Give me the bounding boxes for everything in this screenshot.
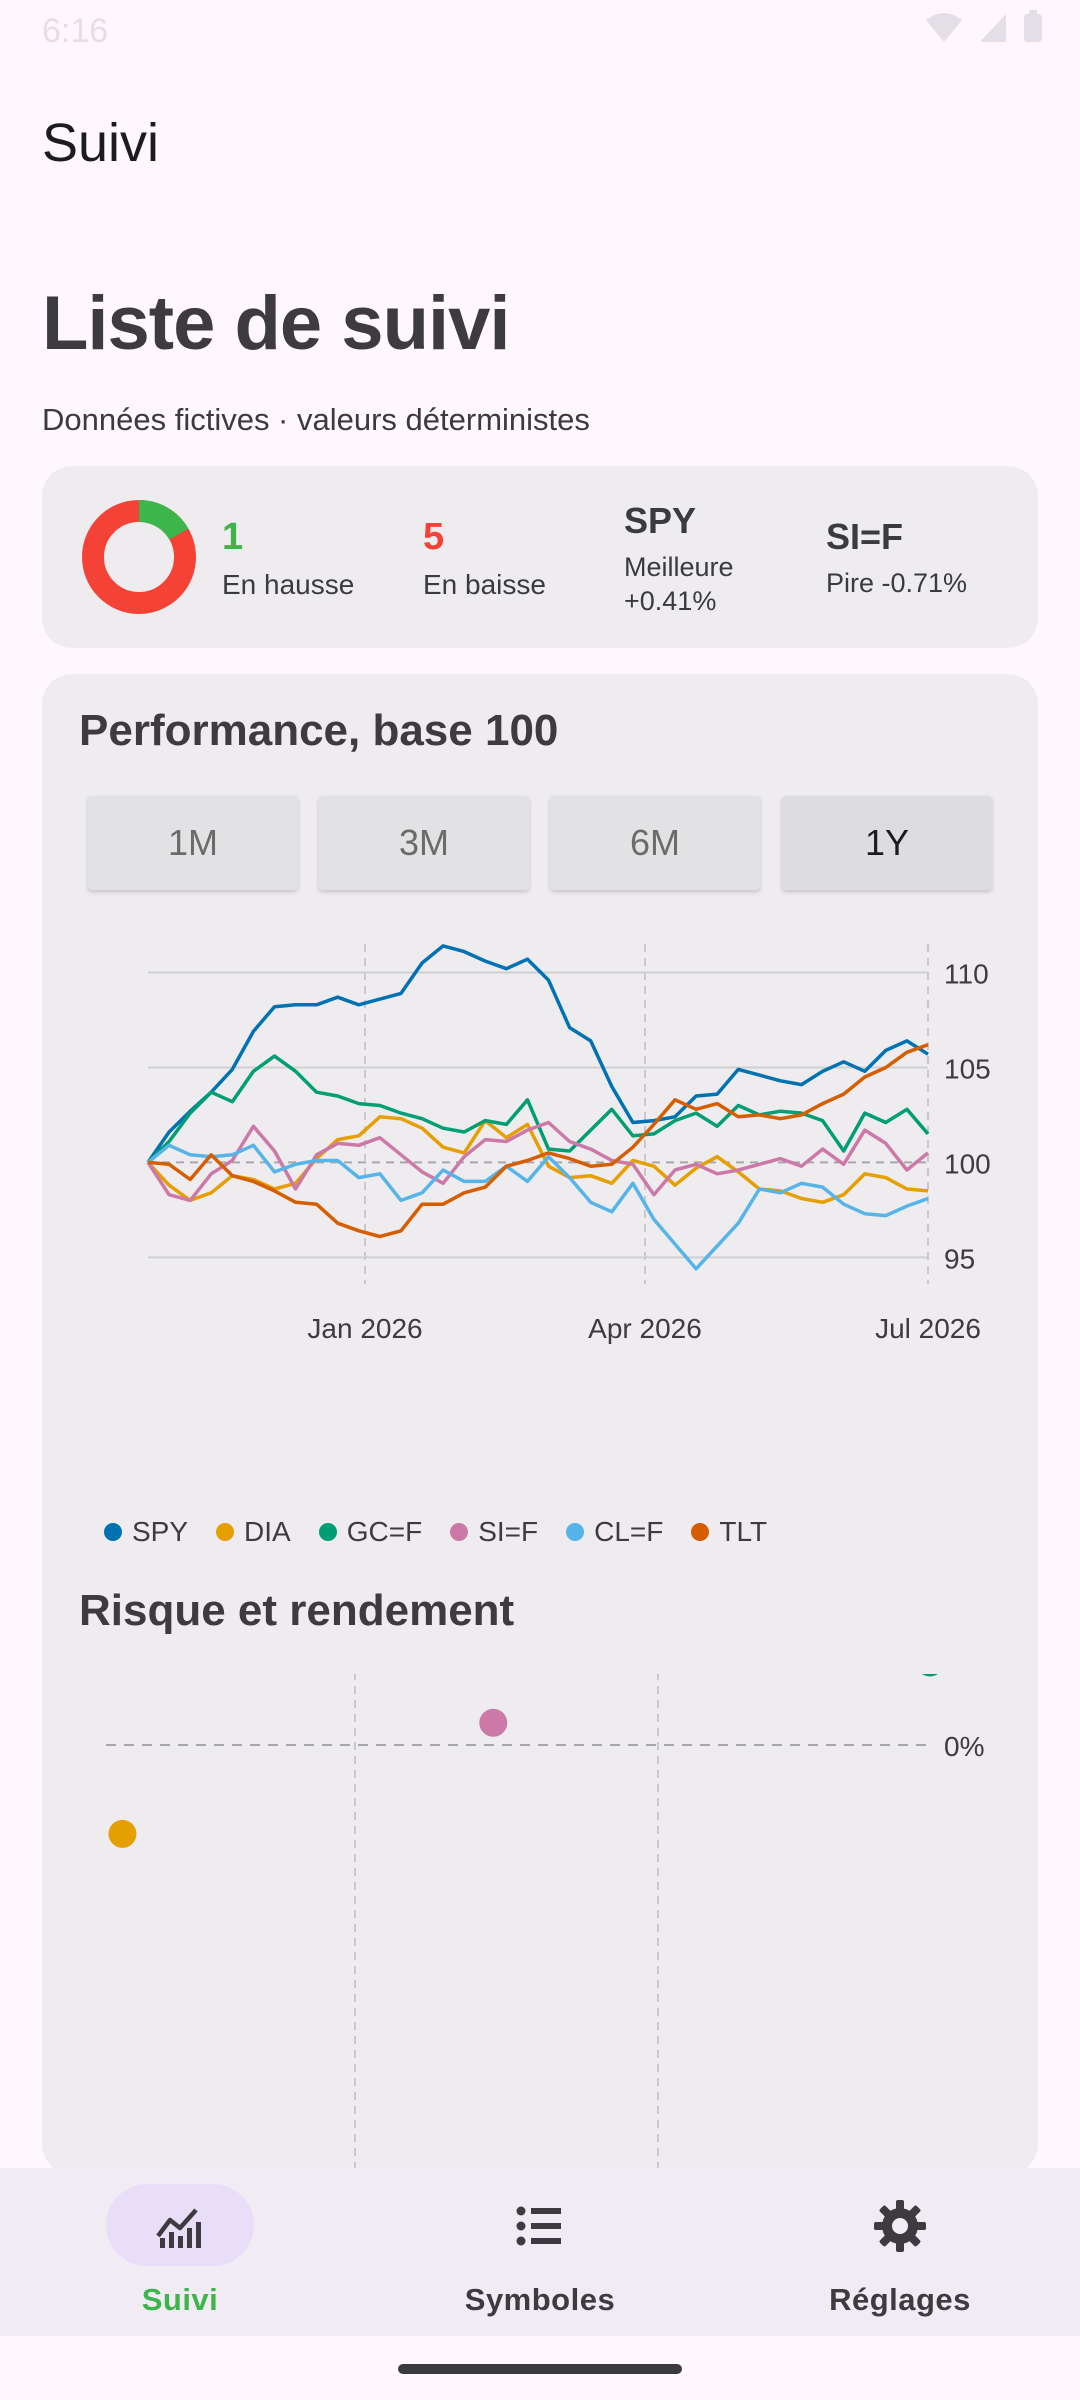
y-tick-label: 100 bbox=[944, 1148, 991, 1179]
scatter-point-si-f bbox=[479, 1708, 508, 1737]
donut-gainers-arc bbox=[82, 500, 196, 614]
y-tick-label: 95 bbox=[944, 1243, 975, 1274]
gainers-count: 1 bbox=[222, 516, 244, 558]
losers-label: En baisse bbox=[423, 569, 546, 600]
x-tick-label: Apr 2026 bbox=[588, 1313, 702, 1344]
x-tick-label: Jan 2026 bbox=[307, 1313, 422, 1344]
legend-label: SPY bbox=[132, 1516, 189, 1547]
risk-title: Risque et rendement bbox=[79, 1586, 515, 1635]
status-icons bbox=[924, 10, 1044, 44]
signal-icon bbox=[980, 14, 1006, 42]
legend-item: CL=F bbox=[566, 1516, 663, 1548]
legend-label: TLT bbox=[719, 1516, 768, 1547]
range-button-1m[interactable]: 1M bbox=[88, 796, 298, 890]
nav-item-symboles[interactable]: Symboles bbox=[360, 2168, 720, 2336]
battery-icon bbox=[1024, 10, 1042, 42]
status-time: 6:16 bbox=[42, 12, 109, 50]
series-line-tlt bbox=[147, 1043, 929, 1239]
gainers-label: En hausse bbox=[222, 569, 355, 600]
performance-legend: SPY DIA GC=F SI=F CL=F TLT bbox=[104, 1516, 767, 1548]
legend-label: DIA bbox=[244, 1516, 291, 1547]
range-button-3m[interactable]: 3M bbox=[319, 796, 529, 890]
legend-marker bbox=[318, 1523, 337, 1541]
page-subtitle: Données fictives · valeurs déterministes bbox=[42, 402, 590, 437]
charts-card: Performance, base 100 1M 3M 6M 1Y 95 100 1… bbox=[42, 674, 1038, 2174]
scatter-point-gc-f bbox=[922, 1674, 938, 1677]
best-stat: SPY Meilleure +0.41% bbox=[624, 500, 734, 618]
legend-label: CL=F bbox=[594, 1516, 664, 1547]
series-line-dia bbox=[146, 1115, 929, 1205]
app-bar-title: Suivi bbox=[42, 113, 160, 173]
best-change: +0.41% bbox=[624, 586, 717, 616]
legend-item: SPY bbox=[104, 1516, 188, 1548]
chart-icon bbox=[156, 2208, 201, 2248]
worst-label: Pire -0.71% bbox=[826, 568, 968, 598]
worst-stat: SI=F Pire -0.71% bbox=[826, 516, 967, 600]
risk-return-chart: 0%2%4%6% bbox=[106, 1674, 984, 2174]
status-bar: 6:16 bbox=[0, 0, 1080, 60]
summary-card: 1 En hausse 5 En baisse SPY Meilleure +0… bbox=[42, 466, 1038, 648]
legend-marker bbox=[566, 1523, 585, 1541]
series-line-cl-f bbox=[146, 1143, 929, 1271]
legend-marker bbox=[104, 1523, 122, 1541]
wifi-icon bbox=[926, 13, 962, 42]
home-indicator bbox=[398, 2364, 682, 2374]
series-line-si-f bbox=[146, 1120, 930, 1203]
gainers-stat: 1 En hausse bbox=[222, 516, 354, 601]
gear-icon bbox=[874, 2200, 926, 2252]
nav-label-reglages: Réglages bbox=[829, 2282, 971, 2317]
nav-item-suivi[interactable]: Suivi bbox=[0, 2168, 360, 2336]
legend-label: SI=F bbox=[478, 1516, 539, 1547]
series-line-spy bbox=[146, 944, 929, 1164]
bottom-navigation: Suivi Symboles Réglages bbox=[0, 2168, 1080, 2336]
legend-item: GC=F bbox=[318, 1516, 423, 1548]
x-tick-label: Jul 2026 bbox=[875, 1313, 981, 1344]
legend-marker bbox=[691, 1523, 710, 1541]
y-tick-label: 0% bbox=[944, 1731, 984, 1762]
nav-label-suivi: Suivi bbox=[141, 2282, 219, 2317]
losers-stat: 5 En baisse bbox=[423, 516, 546, 601]
legend-label: GC=F bbox=[346, 1516, 423, 1547]
performance-title: Performance, base 100 bbox=[79, 706, 559, 755]
worst-symbol: SI=F bbox=[826, 516, 904, 557]
best-label: Meilleure bbox=[624, 552, 734, 582]
list-icon bbox=[516, 2206, 561, 2246]
legend-item: SI=F bbox=[450, 1516, 538, 1548]
gainers-losers-donut bbox=[82, 500, 196, 614]
legend-marker bbox=[450, 1523, 469, 1541]
range-button-1y[interactable]: 1Y bbox=[782, 796, 992, 890]
losers-count: 5 bbox=[423, 516, 445, 558]
nav-item-reglages[interactable]: Réglages bbox=[720, 2168, 1080, 2336]
legend-item: DIA bbox=[216, 1516, 291, 1548]
y-tick-label: 110 bbox=[944, 958, 989, 989]
best-symbol: SPY bbox=[624, 500, 697, 541]
nav-label-symboles: Symboles bbox=[464, 2282, 616, 2317]
scatter-point-dia bbox=[108, 1819, 137, 1848]
legend-item: TLT bbox=[691, 1516, 767, 1548]
y-tick-label: 105 bbox=[944, 1053, 991, 1084]
performance-chart: 95 100 105 110 Jan 2026 Apr 2026 Jul 2026 bbox=[146, 944, 991, 1344]
legend-marker bbox=[216, 1523, 235, 1541]
page-title: Liste de suivi bbox=[42, 281, 510, 366]
range-button-6m[interactable]: 6M bbox=[550, 796, 760, 890]
